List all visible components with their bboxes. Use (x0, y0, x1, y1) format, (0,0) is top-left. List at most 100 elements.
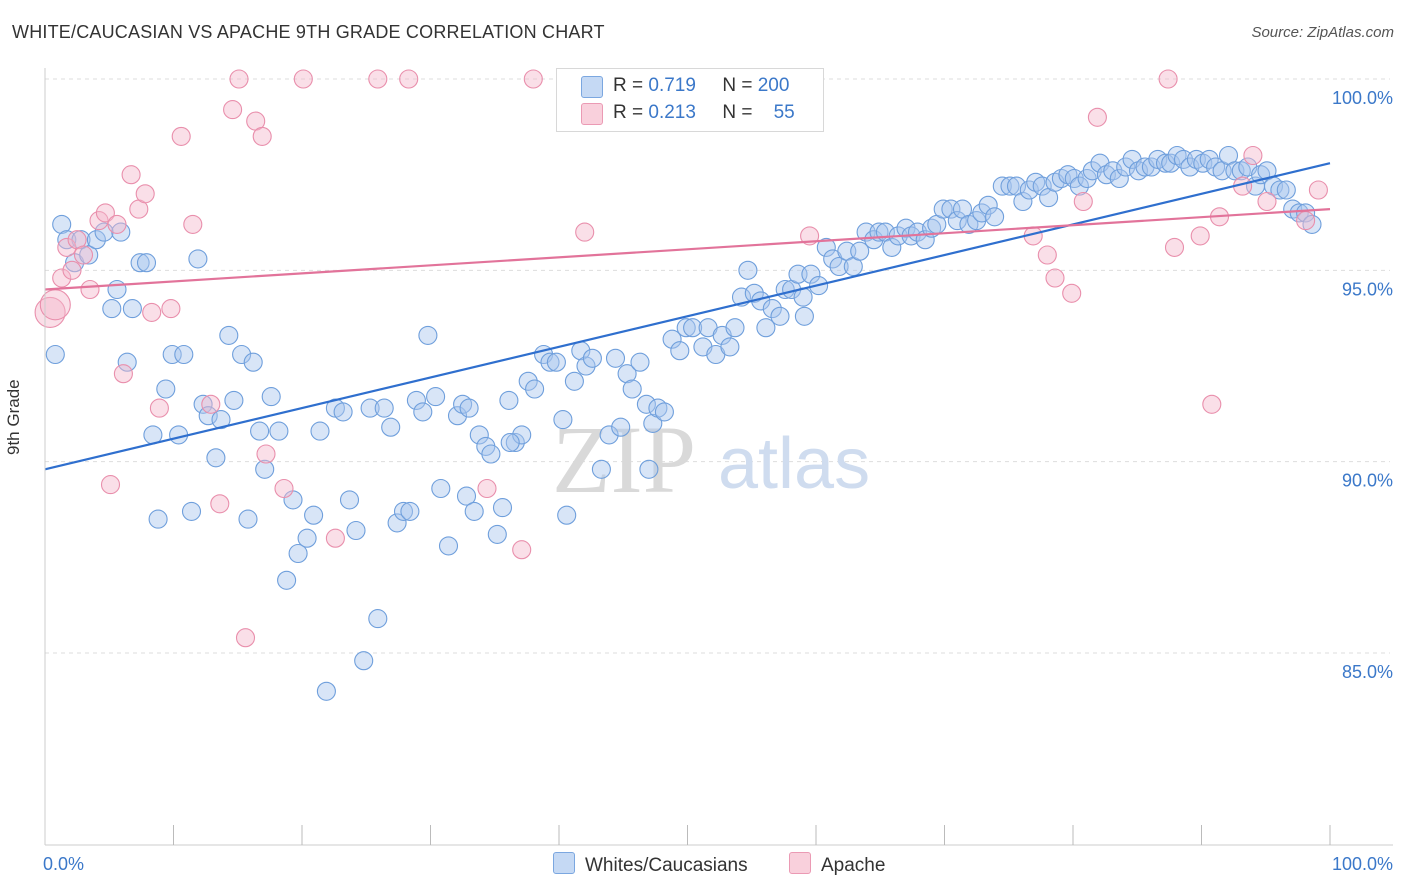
data-point (235, 628, 256, 648)
legend-swatch-apache (789, 852, 811, 874)
data-point (1069, 176, 1089, 196)
data-point (117, 352, 137, 372)
data-point (406, 390, 426, 410)
data-point (413, 402, 433, 422)
legend-item-apache[interactable]: Apache (789, 852, 885, 877)
data-point (171, 126, 191, 146)
data-point (670, 341, 690, 361)
data-point (136, 253, 157, 273)
data-point (636, 394, 656, 414)
data-point (1037, 245, 1057, 265)
data-point (45, 344, 65, 365)
data-point (882, 237, 902, 257)
data-point (252, 126, 272, 146)
data-point (654, 402, 674, 422)
data-point (1000, 176, 1020, 196)
data-point (161, 299, 181, 319)
data-point (523, 69, 543, 89)
data-point (339, 490, 360, 510)
data-point (481, 444, 501, 464)
data-point (130, 253, 150, 273)
data-point (368, 69, 388, 89)
data-point (198, 406, 218, 426)
data-point (238, 509, 258, 529)
data-point (86, 230, 106, 250)
data-point (1082, 161, 1102, 181)
data-point (1296, 211, 1316, 231)
data-point (1019, 180, 1039, 200)
data-point (431, 478, 451, 499)
data-point (546, 352, 566, 372)
data-point (418, 325, 438, 345)
legend-item-whites[interactable]: Whites/Caucasians (553, 852, 748, 877)
data-point (1141, 157, 1161, 177)
data-point (801, 264, 821, 284)
data-point (850, 241, 870, 261)
data-point (662, 329, 682, 349)
data-point (193, 394, 213, 414)
data-point (575, 222, 595, 242)
correlation-legend: R = 0.719 N = 200 R = 0.213 N = 55 (556, 68, 824, 132)
trend-line-apache (44, 208, 1331, 291)
data-point (762, 299, 782, 319)
data-point (1289, 203, 1309, 223)
data-point (121, 165, 141, 185)
data-point (464, 501, 484, 521)
data-point (162, 344, 182, 365)
series-legend: Whites/Caucasians Apache (0, 850, 1406, 880)
data-point (1190, 226, 1210, 246)
data-point (941, 199, 961, 219)
data-point (142, 302, 162, 322)
data-point (62, 260, 82, 280)
data-point (617, 364, 637, 384)
data-point (211, 410, 231, 430)
data-point (156, 379, 176, 399)
data-point (89, 211, 109, 231)
data-point (525, 379, 545, 399)
zipatlas-watermark: ZIP atlas (552, 406, 870, 513)
legend-r-value-whites: 0.719 (648, 75, 696, 96)
data-point (95, 203, 115, 223)
series-apache (34, 69, 1328, 648)
y-axis-label: 9th Grade (4, 379, 23, 455)
legend-n-label: N = (722, 75, 753, 96)
y-tick-label: 90.0% (1342, 471, 1393, 491)
y-tick-label: 95.0% (1342, 279, 1393, 299)
data-point (57, 230, 77, 250)
data-point (438, 536, 459, 556)
watermark-zip: ZIP (552, 406, 696, 513)
data-point (933, 199, 953, 219)
data-point (1276, 180, 1296, 200)
data-point (1158, 69, 1178, 89)
data-point (1270, 180, 1290, 200)
data-point (459, 398, 479, 418)
data-point (1103, 161, 1123, 181)
data-point (277, 570, 297, 590)
data-point (229, 69, 249, 89)
legend-label-whites: Whites/Caucasians (585, 855, 748, 876)
data-point (174, 344, 194, 365)
legend-label-apache: Apache (821, 855, 886, 876)
data-point (374, 398, 394, 418)
data-point (224, 390, 244, 410)
data-point (1199, 149, 1219, 169)
data-point (219, 325, 239, 345)
data-point (52, 214, 72, 234)
x-tick-label: 100.0% (1332, 854, 1393, 874)
data-point (725, 318, 745, 338)
data-point (947, 211, 967, 231)
data-point (80, 279, 100, 300)
data-point (102, 299, 122, 319)
data-point (1045, 268, 1065, 288)
data-point (333, 402, 353, 422)
data-point (113, 364, 133, 384)
data-point (630, 352, 650, 372)
data-point (325, 528, 345, 548)
data-point (512, 425, 532, 445)
data-point (553, 410, 573, 430)
data-point (201, 394, 221, 414)
legend-n-value-apache: 55 (773, 102, 795, 123)
data-point (1225, 161, 1245, 181)
data-point (564, 371, 584, 391)
data-point (1257, 191, 1277, 212)
